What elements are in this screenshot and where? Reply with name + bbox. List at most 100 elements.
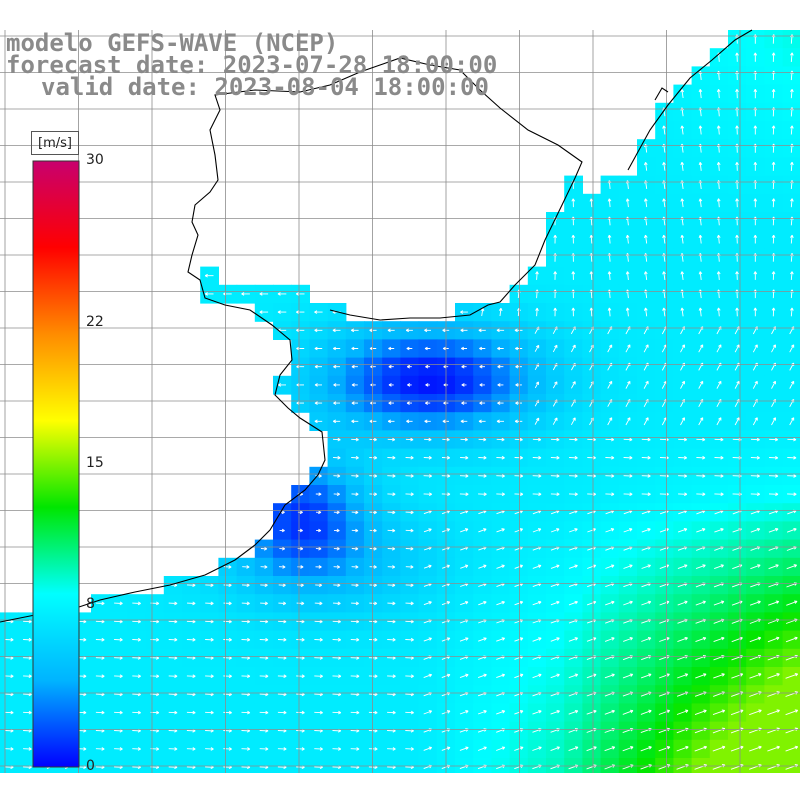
wind-arrow [424,346,431,351]
wind-cell [236,758,256,773]
wind-arrow [752,380,758,389]
wind-cell [163,758,183,773]
wind-arrow [734,380,740,389]
wind-arrow [406,364,412,369]
wind-arrow [369,437,377,442]
wind-arrow [496,673,506,679]
wind-arrow [461,364,467,369]
wind-arrow [205,601,214,606]
wind-arrow [496,528,505,533]
wind-arrow [460,437,468,442]
wind-arrow [132,637,141,642]
wind-arrow [333,364,340,369]
wind-arrow [241,292,250,296]
wind-arrow [677,528,688,533]
wind-arrow [589,307,594,317]
wind-cell [182,758,201,773]
wind-arrow [553,234,557,244]
wind-vectors [4,34,799,770]
wind-arrow [571,344,576,353]
wind-arrow [607,307,612,317]
wind-arrow [716,161,721,171]
wind-arrow [753,307,758,317]
wind-arrow [569,437,578,442]
wind-arrow [605,474,615,478]
wind-arrow [532,600,542,606]
wind-arrow [569,474,578,478]
wind-arrow [388,364,394,369]
wind-arrow [696,474,706,478]
wind-arrow [625,198,630,208]
wind-arrow [205,674,214,679]
wind-arrow [316,528,322,533]
wind-arrow [186,747,196,751]
wind-arrow [295,310,305,314]
wind-arrow [241,747,251,751]
wind-arrow [514,419,523,424]
wind-arrow [716,89,721,99]
wind-arrow [332,328,341,333]
wind-arrow [678,455,688,460]
wind-arrow [786,527,797,533]
wind-arrow [460,310,468,314]
wind-arrow [789,417,795,426]
wind-arrow [714,564,724,570]
wind-arrow [787,474,797,478]
wind-arrow [676,709,689,715]
wind-arrow [387,492,396,497]
wind-arrow [369,546,377,551]
wind-arrow [571,381,576,389]
wind-arrow [205,583,214,588]
wind-arrow [332,710,342,715]
colorbar-tick-label: 22 [86,313,104,330]
wind-arrow [315,565,322,569]
wind-arrow [641,600,652,606]
wind-arrow [623,637,633,642]
wind-arrow [641,455,651,460]
wind-arrow [369,565,377,569]
wind-arrow [515,383,522,387]
wind-arrow [425,364,430,369]
wind-arrow [771,417,776,426]
wind-arrow [785,636,798,643]
wind-arrow [716,417,722,426]
colorbar-tick-label: 8 [86,596,95,613]
wind-arrow [623,437,633,442]
wind-arrow [296,710,305,715]
wind-arrow [532,455,542,460]
wind-arrow [132,674,141,679]
wind-arrow [735,198,739,208]
wind-arrow [790,52,794,62]
wind-arrow [496,455,505,460]
wind-arrow [753,125,758,135]
wind-arrow [771,52,776,62]
wind-arrow [695,673,707,679]
wind-arrow [405,455,414,460]
wind-arrow [241,674,251,679]
wind-arrow [749,745,762,752]
wind-arrow [405,637,414,642]
wind-arrow [314,601,323,606]
wind-arrow [550,709,560,715]
wind-arrow [498,307,503,317]
wind-arrow [405,492,414,497]
wind-arrow [768,492,779,497]
wind-arrow [496,600,505,606]
wind-arrow [714,474,724,478]
wind-arrow [460,346,467,351]
wind-arrow [604,673,615,679]
wind-arrow [550,474,560,478]
wind-arrow [95,747,105,751]
wind-arrow [241,710,251,715]
wind-arrow [514,328,523,333]
colorbar-tick-label: 0 [86,758,95,774]
wind-arrow [369,492,378,497]
wind-arrow [204,292,214,296]
wind-arrow [4,674,14,679]
wind-arrow [478,492,487,497]
wind-arrow [479,401,486,405]
wind-arrow [515,401,522,405]
wind-arrow [787,437,797,442]
wind-arrow [423,455,432,460]
wind-arrow [223,637,232,642]
